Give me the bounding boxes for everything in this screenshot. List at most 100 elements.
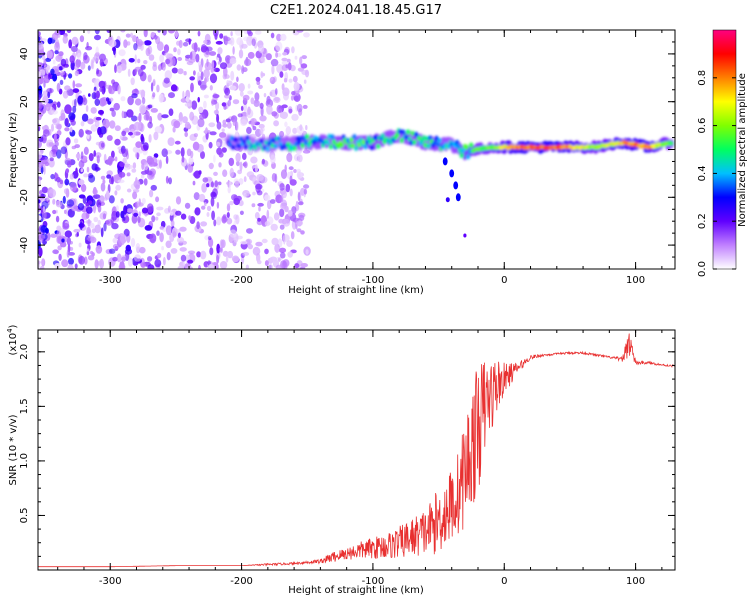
heatmap-noise-blob (298, 201, 304, 206)
heatmap-noise-blob (134, 152, 140, 159)
heatmap-noise-blob (204, 77, 207, 84)
heatmap-noise-blob (76, 231, 80, 237)
heatmap-noise-blob (282, 234, 290, 242)
heatmap-noise-blob (94, 34, 101, 41)
heatmap-noise-blob (42, 159, 48, 165)
heatmap-signal-cell (245, 135, 250, 141)
heatmap-y-tick-label: 0 (19, 146, 30, 152)
heatmap-noise-blob (282, 52, 288, 56)
heatmap-noise-blob (222, 73, 227, 80)
heatmap-noise-blob (109, 97, 114, 102)
heatmap-noise-blob (87, 200, 93, 205)
heatmap-noise-blob (111, 110, 116, 117)
heatmap-noise-blob (153, 131, 159, 141)
heatmap-noise-blob (151, 156, 158, 166)
heatmap-noise-blob (139, 246, 146, 254)
heatmap-noise-blob (55, 215, 60, 223)
heatmap-noise-blob (56, 124, 62, 130)
heatmap-noise-blob (90, 59, 94, 69)
heatmap-noise-blob (208, 122, 216, 128)
heatmap-noise-blob (80, 151, 84, 160)
heatmap-noise-blob (115, 184, 121, 191)
heatmap-noise-blob (116, 253, 122, 263)
heatmap-noise-blob (282, 87, 290, 97)
heatmap-noise-blob (265, 99, 274, 108)
heatmap-noise-blob (66, 249, 70, 258)
heatmap-noise-blob (74, 144, 80, 149)
heatmap-noise-blob (266, 209, 270, 219)
heatmap-noise-blob (69, 55, 75, 64)
heatmap-noise-blob (108, 85, 112, 94)
heatmap-noise-blob (140, 262, 146, 268)
heatmap-noise-blob (73, 228, 81, 233)
heatmap-noise-blob (48, 142, 55, 147)
heatmap-noise-blob (91, 92, 97, 100)
heatmap-noise-blob (217, 53, 221, 58)
heatmap-noise-blob (45, 57, 52, 62)
heatmap-noise-blob (149, 189, 154, 198)
heatmap-noise-blob (119, 233, 127, 244)
heatmap-branch-cell (445, 197, 450, 203)
heatmap-noise-blob (120, 198, 124, 204)
heatmap-noise-blob (282, 218, 291, 227)
heatmap-noise-blob (98, 195, 105, 204)
heatmap-noise-blob (205, 127, 208, 134)
heatmap-noise-blob (163, 77, 170, 84)
heatmap-noise-blob (273, 96, 281, 103)
heatmap-signal-cell (361, 139, 367, 145)
heatmap-noise-blob (187, 250, 196, 255)
heatmap-noise-blob (67, 264, 74, 269)
heatmap-signal-band (225, 128, 675, 161)
heatmap-noise-blob (279, 224, 285, 230)
heatmap-noise-blob (141, 197, 146, 205)
heatmap-noise-blob (43, 164, 46, 175)
heatmap-noise-blob (170, 219, 175, 228)
heatmap-signal-cell (456, 143, 461, 150)
heatmap-noise-blob (193, 192, 200, 201)
heatmap-noise-blob (227, 100, 231, 107)
heatmap-signal-cell (399, 137, 404, 143)
heatmap-noise-blob (154, 126, 162, 134)
heatmap-noise-blob (290, 231, 295, 240)
heatmap-noise-blob (62, 195, 66, 204)
heatmap-noise-blob (292, 75, 298, 83)
heatmap-signal-cell (352, 134, 357, 140)
heatmap-noise-blob (106, 174, 112, 179)
heatmap-noise-blob (143, 162, 149, 171)
heatmap-noise-blob (75, 83, 83, 88)
heatmap-noise-blob (58, 30, 66, 35)
heatmap-noise-blob (87, 30, 91, 34)
heatmap-noise-blob (117, 84, 121, 95)
heatmap-noise-blob (121, 130, 127, 137)
heatmap-y-tick-label: -20 (19, 189, 30, 205)
heatmap-noise-blob (288, 78, 293, 83)
heatmap-noise-blob (152, 80, 156, 87)
heatmap-noise-blob (89, 222, 95, 229)
heatmap-noise-blob (274, 173, 278, 183)
heatmap-branch-cell (463, 233, 467, 238)
heatmap-noise-blob (221, 141, 225, 150)
heatmap-noise-blob (192, 171, 200, 178)
heatmap-signal-cell (259, 138, 264, 144)
heatmap-noise-blob (135, 243, 141, 252)
heatmap-noise-blob (284, 121, 288, 128)
heatmap-noise-blob (175, 196, 182, 205)
heatmap-noise-blob (289, 188, 293, 197)
heatmap-noise-blob (246, 30, 252, 35)
heatmap-noise-blob (245, 264, 249, 269)
heatmap-noise-blob (38, 203, 41, 213)
heatmap-noise-blob (258, 123, 265, 129)
heatmap-noise-blob (100, 142, 105, 148)
heatmap-noise-blob (222, 119, 227, 125)
heatmap-noise-blob (157, 30, 161, 33)
heatmap-noise-blob (77, 95, 84, 105)
heatmap-noise-blob (167, 137, 175, 147)
heatmap-noise-blob (127, 257, 133, 267)
heatmap-y-tick-label: 20 (19, 95, 30, 108)
heatmap-noise-blob (83, 256, 88, 265)
heatmap-noise-blob (109, 248, 116, 254)
heatmap-noise-blob (161, 246, 165, 251)
heatmap-noise-blob (206, 183, 210, 188)
heatmap-noise-blob (209, 131, 217, 136)
heatmap-noise-blob (38, 36, 41, 42)
